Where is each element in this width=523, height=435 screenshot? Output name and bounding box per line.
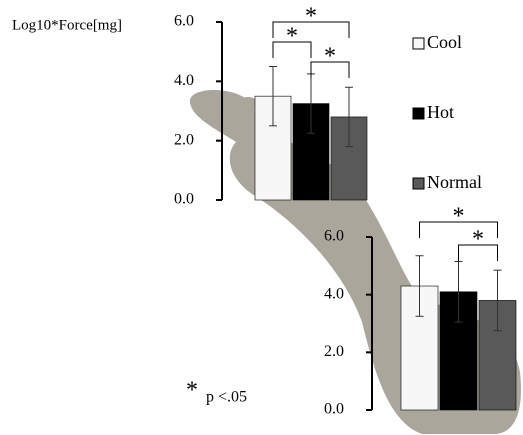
significance-label: * <box>324 44 336 70</box>
y-tick-label: 6.0 <box>174 13 194 30</box>
y-tick-label: 6.0 <box>324 228 344 245</box>
significance-label: * <box>453 204 465 230</box>
significance-bracket <box>419 221 498 238</box>
y-tick-label: 0.0 <box>324 401 344 418</box>
significance-bracket <box>458 244 498 261</box>
legend-label: Normal <box>427 172 482 192</box>
significance-bracket <box>310 61 350 78</box>
bar <box>400 285 439 411</box>
note-text: p <.05 <box>206 389 247 406</box>
y-tick-label: 2.0 <box>324 343 344 360</box>
significance-label: * <box>286 24 298 50</box>
significance-label: * <box>305 4 317 30</box>
note-symbol: * <box>186 378 198 404</box>
legend-swatch <box>412 37 425 50</box>
y-tick-label: 2.0 <box>174 131 194 148</box>
foot-toe <box>238 97 258 111</box>
legend-swatch <box>412 107 425 120</box>
y-tick-label: 0.0 <box>174 191 194 208</box>
significance-label: * <box>472 227 484 253</box>
y-tick-label: 4.0 <box>324 285 344 302</box>
legend-swatch <box>412 177 425 190</box>
y-tick-label: 4.0 <box>174 72 194 89</box>
y-axis-label: Log10*Force[mg] <box>12 17 122 33</box>
legend-label: Cool <box>427 32 462 52</box>
significance-bracket <box>272 41 312 58</box>
legend-label: Hot <box>427 102 454 122</box>
significance-bracket <box>272 21 350 38</box>
